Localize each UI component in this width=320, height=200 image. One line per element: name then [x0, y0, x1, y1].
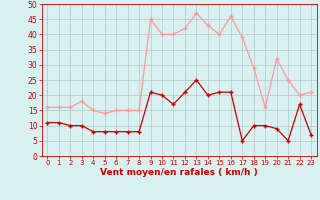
- X-axis label: Vent moyen/en rafales ( km/h ): Vent moyen/en rafales ( km/h ): [100, 168, 258, 177]
